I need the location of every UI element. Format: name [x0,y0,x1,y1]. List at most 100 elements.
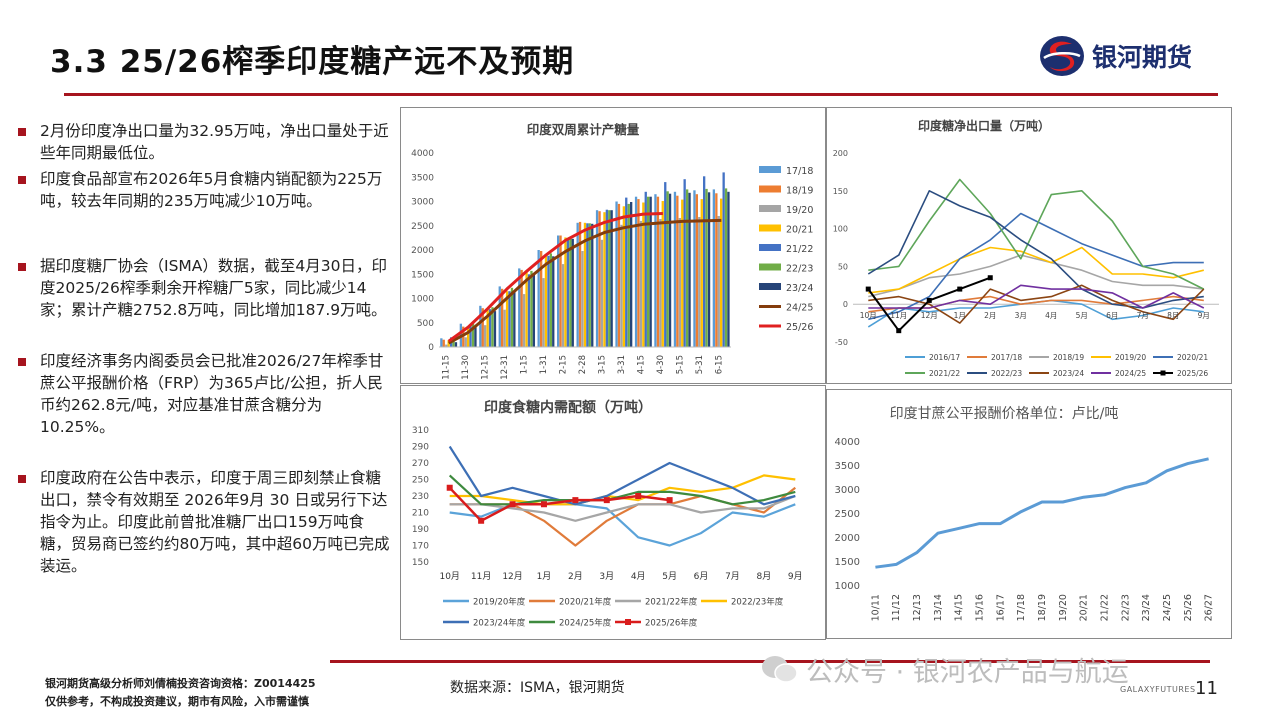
data-marker [957,286,963,292]
bar [447,340,450,347]
bar [571,238,574,347]
bar [464,337,467,347]
watermark-text: 公众号 · 银河农产品与航运 [806,657,1129,688]
bar [698,217,701,347]
bar [595,210,599,347]
data-source: 数据来源：ISMA，银河期货 [450,680,625,696]
bullet-text: 2月份印度净出口量为32.95万吨，净出口量处于近些年同期最低位。 [40,122,389,162]
bullet-text: 据印度糖厂协会（ISMA）数据，截至4月30日，印度2025/26榨季剩余开榨糖… [40,257,387,319]
legend-swatch [759,244,781,251]
bar [724,188,728,347]
y-tick-label: 4000 [411,149,434,159]
page-title: 3.3 25/26榨季印度糖产远不及预期 [50,44,575,80]
bar [686,189,689,347]
y-tick-label: 290 [412,443,429,453]
bar [552,256,555,347]
x-tick-label: 19/20 [1058,594,1069,621]
data-marker [478,517,485,524]
y-tick-label: 4000 [835,437,860,448]
x-tick-label: 6月 [1106,311,1118,320]
bar [454,342,458,347]
data-marker [865,286,871,292]
bar [559,235,562,347]
bar [673,191,677,347]
legend-label: 17/18 [786,166,813,177]
bar [481,308,484,347]
x-tick-label: 24/25 [1162,594,1173,621]
x-tick-label: 4月 [1045,311,1057,320]
y-tick-label: 190 [412,525,429,535]
data-marker [896,328,902,334]
bullet-item: 据印度糖厂协会（ISMA）数据，截至4月30日，印度2025/26榨季剩余开榨糖… [18,255,393,321]
bar [712,189,716,347]
bar [525,271,528,347]
bar [547,255,550,347]
x-tick-label: 21/22 [1099,594,1110,621]
bar [605,209,609,347]
x-tick-label: 8月 [1167,311,1179,320]
bar [715,193,718,347]
y-tick-label: 2000 [411,246,434,256]
y-tick-label: 170 [412,542,429,552]
series-line [868,284,1205,324]
bar [700,199,703,347]
x-tick-label: 10月 [860,311,877,320]
x-tick-label: 26/27 [1204,594,1215,621]
legend-swatch [759,224,781,232]
bar [664,182,667,347]
x-tick-label: 3月 [599,571,614,582]
x-tick-label: 12-31 [500,355,510,380]
legend-label: 2016/17 [929,353,960,362]
x-tick-label: 11-15 [442,355,452,380]
bar [678,218,682,347]
wechat-icon [762,655,798,683]
bar [598,211,601,347]
legend-label: 2025/26年度 [645,618,698,629]
bar [695,194,699,347]
legend-label: 2021/22 [929,369,960,378]
legend-label: 18/19 [786,186,813,197]
chart-title: 印度甘蔗公平报酬价格单位：卢比/吨 [889,406,1119,422]
x-tick-label: 12月 [921,311,938,320]
x-tick-label: 11-30 [461,355,471,380]
y-tick-label: -50 [835,338,848,347]
header-divider [64,93,1218,96]
bar [617,203,621,347]
x-tick-label: 9月 [1198,311,1210,320]
y-tick-label: 3500 [835,461,860,472]
bullet-text: 印度政府在公告中表示，印度于周三即刻禁止食糖出口，禁令有效期至 2026年9月 … [40,469,390,575]
chart-frp: 1000 1500 2000 2500 3000 3500 4000 10/11 11/12 12… [835,437,1215,621]
x-tick-label: 3-15 [597,355,607,374]
x-tick-label: 12月 [502,571,522,582]
data-marker [509,501,516,508]
y-tick-label: 210 [412,509,429,519]
bar [647,196,650,347]
x-tick-label: 3-31 [617,355,627,374]
chart-net-export: -50 0 50 100 150 200 10月 11月 12月 1月 2月 3月 4月 5月 6月 7月 8月… [833,149,1219,378]
legend-label: 21/22 [786,244,813,255]
legend-label: 2024/25 [1115,369,1146,378]
legend-marker [625,619,631,625]
x-tick-label: 2-15 [559,355,569,374]
legend-swatch [759,283,781,290]
series-line [447,212,663,343]
bar [569,237,572,347]
x-tick-label: 22/23 [1120,594,1131,621]
y-tick-label: 2500 [411,222,434,232]
bar [440,338,443,347]
legend-label: 24/25 [786,303,813,314]
x-tick-label: 3月 [1015,311,1027,320]
x-tick-label: 5月 [1076,311,1088,320]
x-tick-label: 2-28 [578,355,588,374]
x-tick-label: 23/24 [1141,594,1152,621]
x-tick-label: 10月 [439,571,459,582]
data-marker [446,484,453,491]
bar [615,201,618,347]
chart-production: 0 500 1000 1500 2000 2500 3000 3500 4000 11-15 11-… [411,149,813,380]
bullet-text: 印度经济事务内阁委员会已批准2026/27年榨季甘蔗公平报酬价格（FRP）为36… [40,352,384,436]
legend-label: 2023/24 [1053,369,1084,378]
bullet-item: 印度食品部宣布2026年5月食糖内销配额为225万吨，较去年同期的235万吨减少… [18,168,393,212]
brand-small: GALAXYFUTURES [1120,685,1196,694]
y-tick-label: 0 [428,343,434,353]
x-tick-label: 6-15 [714,355,724,374]
